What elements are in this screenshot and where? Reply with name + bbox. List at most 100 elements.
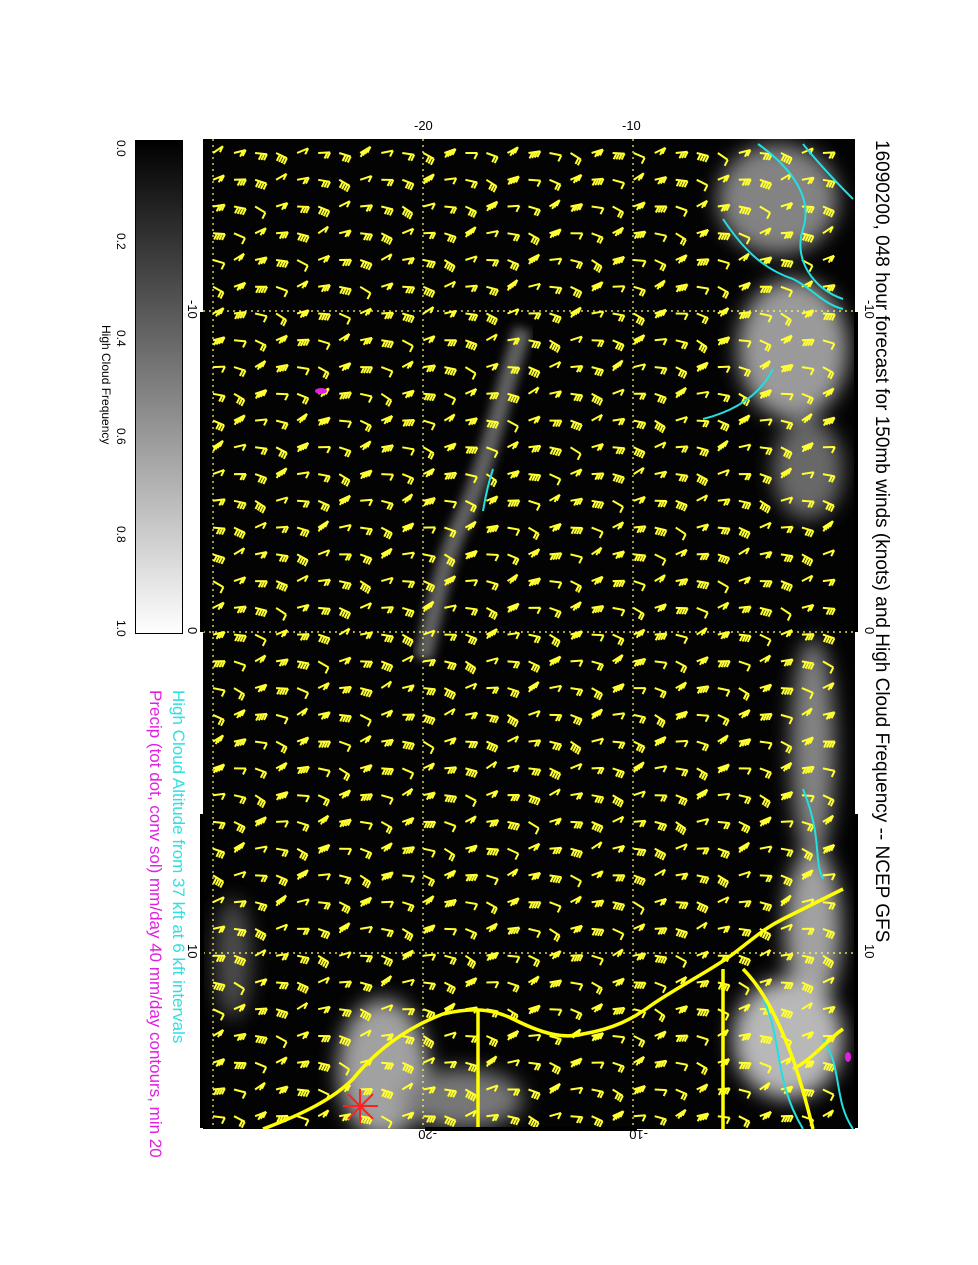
- wind-barb: [254, 389, 268, 399]
- wind-barb: [759, 767, 772, 780]
- wind-barb: [612, 255, 626, 266]
- wind-barb: [822, 366, 835, 380]
- wind-barb: [507, 764, 520, 773]
- wind-barb: [318, 312, 331, 321]
- wind-barb: [527, 975, 540, 986]
- wind-barb: [633, 819, 647, 828]
- wind-barb: [423, 231, 437, 240]
- wind-barb: [801, 338, 815, 347]
- wind-barb: [738, 499, 752, 510]
- wind-barb: [780, 952, 794, 961]
- wind-barb: [465, 284, 479, 293]
- wind-barb: [549, 950, 562, 960]
- wind-barb: [654, 338, 668, 346]
- wind-barb: [759, 312, 773, 323]
- wind-barb: [423, 259, 436, 269]
- wind-barb: [822, 284, 836, 293]
- wind-barb: [528, 444, 542, 453]
- wind-barb: [444, 366, 457, 377]
- wind-barb: [549, 788, 561, 797]
- wind-barb: [212, 336, 226, 346]
- wind-barb: [528, 739, 542, 748]
- wind-barb: [254, 205, 267, 220]
- wind-barb: [696, 627, 708, 636]
- wind-barb: [338, 229, 352, 238]
- wind-barb: [507, 259, 520, 271]
- wind-barb: [338, 901, 351, 914]
- wind-barb: [380, 842, 393, 853]
- wind-barb: [423, 553, 436, 564]
- wind-barb: [570, 659, 584, 667]
- wind-barb: [233, 687, 246, 701]
- wind-barb: [717, 601, 730, 611]
- wind-barb: [654, 632, 668, 641]
- wind-barb: [696, 523, 710, 532]
- wind-barb: [822, 711, 836, 720]
- wind-barb: [254, 901, 268, 912]
- wind-barb: [359, 981, 373, 993]
- wind-barb: [612, 874, 626, 882]
- wind-barb: [233, 149, 247, 158]
- wind-barb: [717, 419, 730, 432]
- wind-barb: [275, 580, 289, 592]
- wind-barb: [507, 660, 521, 669]
- wind-barb: [338, 874, 352, 885]
- wind-barb: [296, 981, 309, 994]
- wind-barb: [633, 713, 647, 724]
- wind-barb: [780, 334, 793, 345]
- wind-barb: [401, 522, 415, 533]
- coastline: [792, 1027, 844, 1071]
- wind-barb: [338, 473, 351, 487]
- wind-barb: [359, 1029, 372, 1037]
- wind-barb: [801, 309, 815, 319]
- wind-barb: [570, 526, 584, 535]
- wind-barb: [401, 787, 414, 797]
- wind-barb: [380, 253, 393, 261]
- wind-barb: [549, 360, 562, 369]
- wind-barb: [612, 499, 624, 514]
- wind-barb: [296, 736, 310, 746]
- wind-barb: [633, 553, 647, 562]
- wind-barb: [486, 657, 499, 665]
- wind-barb: [759, 633, 772, 647]
- wind-barb: [360, 204, 374, 212]
- wind-barb: [254, 256, 268, 266]
- wind-barb: [612, 359, 624, 372]
- wind-barb: [443, 553, 456, 568]
- wind-barb: [233, 900, 247, 908]
- wind-barb: [591, 687, 603, 701]
- wind-barb: [380, 526, 393, 540]
- wind-barb: [339, 258, 353, 267]
- wind-barb: [780, 923, 793, 932]
- wind-barb: [507, 981, 520, 993]
- wind-barb: [675, 633, 689, 645]
- wind-barb: [822, 1109, 835, 1118]
- wind-barb: [507, 1029, 520, 1041]
- wind-barb: [570, 792, 584, 801]
- wind-barb: [780, 761, 793, 772]
- wind-barb: [696, 361, 709, 372]
- wind-barb: [717, 152, 729, 167]
- wind-barb: [717, 734, 729, 745]
- wind-barb: [570, 954, 584, 962]
- wind-barb: [822, 660, 835, 674]
- wind-barb: [359, 1008, 372, 1022]
- wind-barb: [233, 1061, 247, 1070]
- wind-barb: [359, 336, 373, 346]
- wind-barb: [696, 580, 710, 590]
- wind-barb: [717, 874, 729, 889]
- top-tick-label: -10: [622, 118, 641, 133]
- wind-barb: [654, 308, 667, 319]
- wind-barb: [570, 713, 583, 726]
- wind-barb: [738, 1032, 752, 1042]
- wind-barb: [380, 954, 394, 967]
- wind-barb: [612, 948, 624, 958]
- wind-barb: [612, 1110, 625, 1121]
- wind-barb: [359, 553, 373, 565]
- wind-barb: [339, 419, 352, 429]
- wind-barb: [570, 1008, 583, 1021]
- wind-barb: [591, 1088, 605, 1099]
- wind-barb: [759, 551, 773, 559]
- wind-barb: [486, 580, 499, 591]
- wind-barb: [360, 820, 373, 831]
